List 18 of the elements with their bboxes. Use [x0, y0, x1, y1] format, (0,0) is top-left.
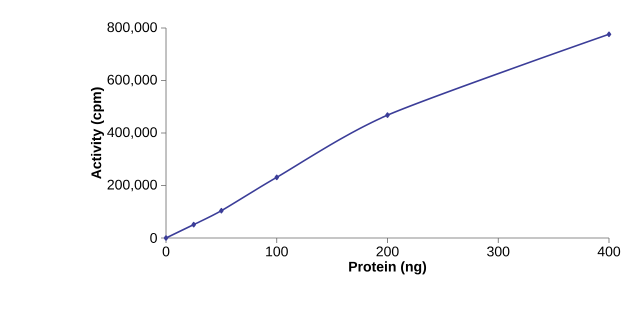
point	[606, 31, 612, 38]
x-axis-title: Protein (ng)	[349, 261, 426, 274]
y-tick-label: 800,000	[107, 22, 157, 34]
y-axis-title: Activity (cpm)	[90, 87, 104, 179]
y-tick-label: 400,000	[107, 127, 157, 139]
point	[164, 235, 168, 241]
point	[385, 112, 390, 118]
x-tick-label: 0	[162, 246, 170, 256]
x-tick-label: 400	[598, 246, 620, 256]
point	[191, 222, 196, 228]
point	[219, 208, 224, 214]
point	[274, 174, 280, 180]
y-tick-label: 0	[150, 233, 157, 243]
y-tick-label: 200,000	[108, 180, 157, 192]
x-tick-label: 300	[487, 246, 510, 256]
y-tick-label: 600,000	[108, 74, 157, 86]
x-tick-label: 200	[376, 246, 399, 256]
x-tick-label: 100	[266, 246, 288, 256]
